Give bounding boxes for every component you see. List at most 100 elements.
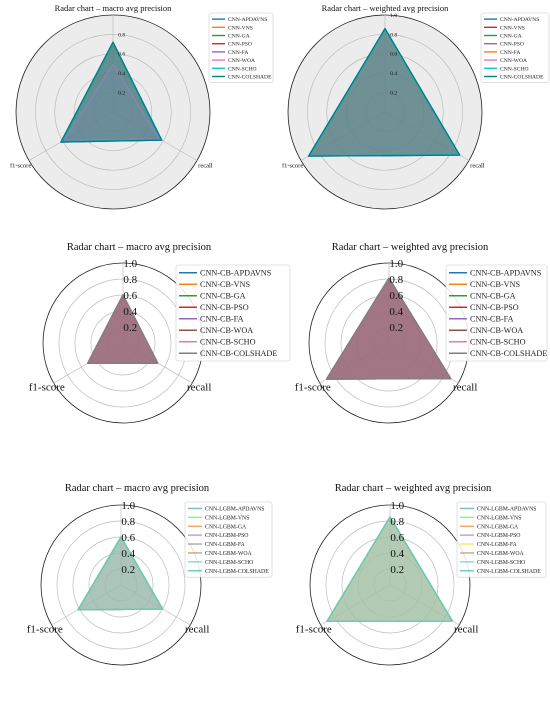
axis-label-recall: recall — [453, 381, 477, 393]
legend-label: CNN-LGBM-WOA — [205, 551, 253, 557]
axis-label-f1-score: f1-score — [295, 381, 331, 393]
radial-tick-label: 1.0 — [123, 258, 137, 270]
legend-label: CNN-PSO — [228, 42, 252, 48]
grid-spoke — [28, 111, 114, 161]
legend-label: CNN-LGBM-FA — [205, 542, 246, 548]
legend-label: CNN-CB-WOA — [470, 326, 523, 335]
radial-tick-label: 0.2 — [121, 564, 135, 576]
grid-spoke — [319, 342, 390, 384]
grid-spoke — [112, 111, 198, 161]
legend-label: CNN-PSO — [500, 42, 524, 48]
radial-tick-label: 0.8 — [123, 274, 137, 286]
axis-label-f1-score: f1-score — [27, 623, 63, 635]
series-polygon — [77, 536, 164, 611]
axis-label-f1-score: f1-score — [29, 381, 65, 393]
legend: CNN-CB-APDAVNS CNN-CB-VNS CNN-CB-GA CNN-CB-… — [445, 264, 548, 362]
legend-label: CNN-SCHO — [500, 66, 529, 72]
legend-label: CNN-SCHO — [228, 66, 257, 72]
radial-tick-label: 0.8 — [390, 32, 397, 38]
radar-chart-6: 0.2 0.4 0.6 0.8 1.0 recall f1-score Radar chart… — [296, 483, 547, 666]
legend-label: CNN-CB-WOA — [200, 326, 253, 335]
radial-tick-label: 0.4 — [390, 71, 397, 77]
grid-spoke — [120, 584, 191, 626]
legend-label: CNN-CB-VNS — [470, 280, 520, 289]
legend-box — [208, 12, 274, 83]
grid-spoke — [384, 111, 470, 161]
radial-tick-label: 1.0 — [121, 500, 135, 512]
legend-label: CNN-VNS — [228, 25, 253, 31]
legend-label: CNN-LGBM-FA — [477, 542, 518, 548]
radial-tick-label: 0.8 — [390, 516, 404, 528]
legend-label: CNN-LGBM-COLSHADE — [477, 569, 541, 575]
legend-label: CNN-COLSHADE — [228, 74, 272, 80]
grid-spoke — [51, 584, 122, 626]
legend-label: CNN-CB-SCHO — [470, 338, 526, 347]
radial-tick-label: 1.0 — [390, 500, 404, 512]
legend-label: CNN-COLSHADE — [500, 74, 544, 80]
legend-label: CNN-GA — [228, 33, 250, 39]
legend-box — [480, 12, 550, 83]
legend-label: CNN-APDAVNS — [500, 17, 539, 23]
radial-tick-label: 0.4 — [390, 548, 404, 560]
radial-tick-label: 0.2 — [390, 564, 404, 576]
grid-spoke — [300, 111, 386, 161]
legend-box — [445, 264, 548, 362]
grid-spoke — [388, 342, 459, 384]
series-polygon — [60, 41, 163, 143]
axis-label-recall: recall — [198, 162, 213, 169]
axis-label-f1-score: f1-score — [282, 162, 303, 169]
legend: CNN-APDAVNS CNN-VNS CNN-GA CNN-PSO CNN-FA CNN… — [480, 12, 550, 83]
legend-label: CNN-CB-COLSHADE — [200, 349, 277, 358]
legend-label: CNN-APDAVNS — [228, 17, 267, 23]
radial-tick-label: 0.6 — [390, 532, 404, 544]
legend: CNN-LGBM-APDAVNS CNN-LGBM-VNS CNN-LGBM-GA C… — [184, 501, 273, 578]
radial-tick-label: 1.0 — [389, 258, 403, 270]
legend-label: CNN-LGBM-SCHO — [205, 560, 253, 566]
radial-tick-label: 0.6 — [389, 290, 403, 302]
legend-label: CNN-FA — [228, 50, 248, 56]
legend-label: CNN-LGBM-VNS — [205, 515, 249, 521]
radar-chart-4: 0.2 0.4 0.6 0.8 1.0 recall f1-score Radar chart… — [295, 242, 548, 424]
legend-label: CNN-CB-GA — [470, 292, 516, 301]
legend-label: CNN-FA — [500, 50, 520, 56]
legend-label: CNN-CB-APDAVNS — [470, 269, 542, 278]
legend-label: CNN-LGBM-GA — [205, 524, 247, 530]
legend: CNN-LGBM-APDAVNS CNN-LGBM-VNS CNN-LGBM-GA C… — [456, 501, 547, 578]
legend-label: CNN-LGBM-GA — [477, 524, 519, 530]
series-polygon — [326, 516, 454, 623]
radial-tick-label: 0.2 — [389, 322, 403, 334]
legend-label: CNN-GA — [500, 33, 522, 39]
legend-box — [184, 501, 273, 578]
legend-label: CNN-CB-FA — [470, 315, 514, 324]
series-polygon — [87, 294, 159, 365]
radial-tick-label: 0.4 — [121, 548, 135, 560]
legend-label: CNN-VNS — [500, 25, 525, 31]
radar-chart-2: 0.2 0.4 0.6 0.8 1.0 recall f1-score Radar chart… — [282, 3, 550, 210]
chart-title: Radar chart – weighted avg precision — [332, 242, 489, 253]
radial-tick-label: 0.6 — [123, 290, 137, 302]
legend-label: CNN-LGBM-SCHO — [477, 560, 525, 566]
legend-label: CNN-LGBM-VNS — [477, 515, 521, 521]
radial-tick-label: 0.8 — [121, 516, 135, 528]
legend-label: CNN-WOA — [228, 58, 255, 64]
legend-label: CNN-WOA — [500, 58, 527, 64]
legend-box — [175, 264, 291, 362]
grid-spoke — [389, 584, 460, 626]
legend-label: CNN-CB-PSO — [470, 303, 519, 312]
legend-label: CNN-LGBM-PSO — [477, 533, 520, 539]
series-polygon — [307, 27, 461, 157]
legend: CNN-CB-APDAVNS CNN-CB-VNS CNN-CB-GA CNN-CB-… — [175, 264, 291, 362]
radial-tick-label: 0.6 — [121, 532, 135, 544]
legend-label: CNN-CB-APDAVNS — [200, 269, 272, 278]
radar-chart-5: 0.2 0.4 0.6 0.8 1.0 recall f1-score Radar chart… — [27, 483, 273, 666]
series-polygon — [325, 277, 452, 380]
legend: CNN-APDAVNS CNN-VNS CNN-GA CNN-PSO CNN-FA CNN… — [208, 12, 274, 83]
chart-title: Radar chart – weighted avg precision — [335, 483, 492, 494]
radial-tick-label: 0.6 — [118, 52, 125, 58]
radial-tick-label: 0.6 — [390, 52, 397, 58]
axis-label-recall: recall — [454, 623, 478, 635]
axis-label-recall: recall — [470, 162, 485, 169]
legend-label: CNN-LGBM-WOA — [477, 551, 525, 557]
chart-title: Radar chart – macro avg precision — [55, 3, 173, 13]
